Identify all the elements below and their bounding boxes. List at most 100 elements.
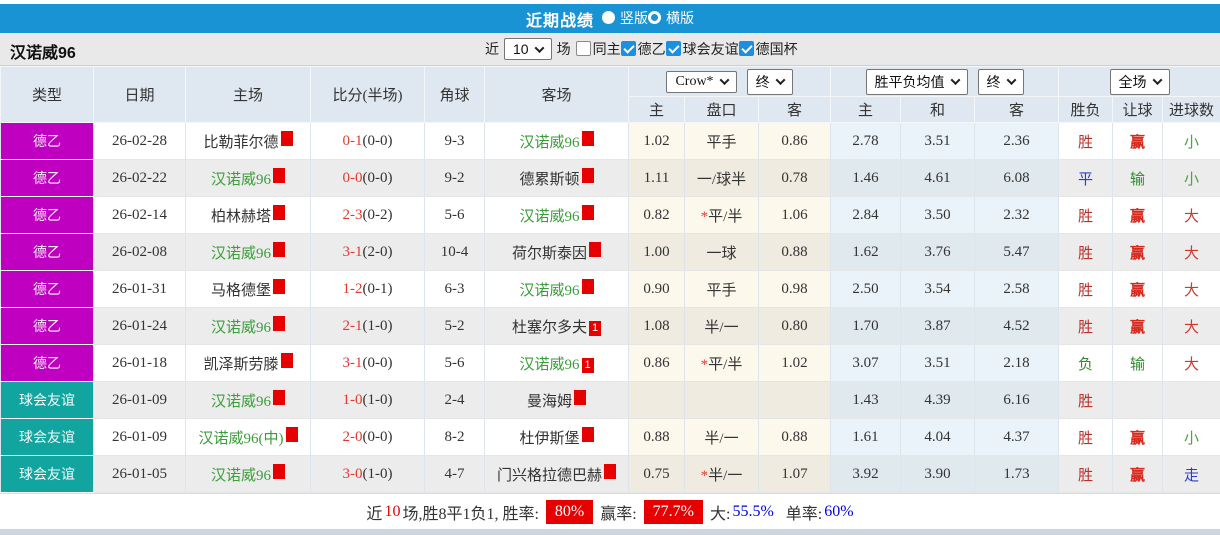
mean-draw: 4.61 — [900, 159, 975, 197]
outcome-result: 胜 — [1058, 233, 1113, 271]
checkbox-unchecked[interactable] — [575, 41, 591, 57]
match-count-select[interactable]: 10 — [504, 38, 552, 60]
sub-header-handicap-result: 让球 — [1112, 96, 1163, 123]
score-cell: 3-0(1-0) — [310, 455, 425, 493]
corner-score: 8-2 — [424, 418, 485, 456]
table-row: 德乙 26-02-28 比勒菲尔德 0-1(0-0) 9-3 汉诺威96 1.0… — [0, 122, 1220, 160]
away-team: 门兴格拉德巴赫 — [496, 467, 602, 484]
home-team: 汉诺威96 — [210, 171, 271, 188]
summary-near: 近 — [366, 505, 383, 523]
away-team-cell: 杜伊斯堡 — [484, 418, 629, 456]
away-team-cell: 门兴格拉德巴赫 — [484, 455, 629, 493]
single-rate-label: 单率: — [785, 505, 823, 523]
score-half: (0-0) — [362, 354, 393, 371]
score-cell: 2-3(0-2) — [310, 196, 425, 234]
table-row: 德乙 26-02-14 柏林赫塔 2-3(0-2) 5-6 汉诺威96 0.82… — [0, 196, 1220, 234]
score-main: 3-1 — [342, 243, 363, 260]
table-row: 球会友谊 26-01-09 汉诺威96(中) 2-0(0-0) 8-2 杜伊斯堡… — [0, 418, 1220, 456]
handicap-star: * — [700, 467, 709, 484]
home-team-cell: 汉诺威96 — [185, 307, 311, 345]
home-team-cell: 汉诺威96(中) — [185, 418, 311, 456]
odds-away: 0.88 — [758, 418, 831, 456]
checkbox-checked[interactable] — [738, 41, 754, 57]
table-row: 德乙 26-02-08 汉诺威96 3-1(2-0) 10-4 荷尔斯泰因 1.… — [0, 233, 1220, 271]
goals-result: 大 — [1161, 233, 1220, 271]
outcome-result: 胜 — [1058, 455, 1113, 493]
odds-handicap: 半/一 — [704, 319, 739, 336]
goals-result: 大 — [1161, 196, 1220, 234]
radio-icon[interactable] — [602, 11, 615, 25]
away-team: 曼海姆 — [526, 393, 572, 410]
handicap-result: 赢 — [1112, 196, 1163, 234]
corner-score: 9-2 — [424, 159, 485, 197]
view-option-label: 横版 — [666, 9, 694, 26]
match-type: 德乙 — [0, 233, 94, 271]
red-card-badge — [280, 352, 293, 368]
checkbox-checked[interactable] — [620, 41, 636, 57]
mean-draw: 4.39 — [900, 381, 975, 419]
odds-home: 1.11 — [628, 159, 685, 197]
red-card-badge: 1 — [581, 357, 594, 373]
outcome-result: 胜 — [1058, 196, 1113, 234]
scope-select[interactable]: 全场 — [1109, 68, 1170, 95]
mean-away: 2.58 — [974, 270, 1059, 308]
away-team: 杜塞尔多夫 — [511, 319, 587, 336]
score-half: (0-0) — [362, 428, 393, 445]
team-name: 汉诺威96 — [10, 45, 76, 62]
handicap-star: * — [700, 208, 709, 225]
home-team: 汉诺威96(中) — [198, 430, 284, 447]
handicap-cell — [684, 381, 759, 419]
mean-away: 2.18 — [974, 344, 1059, 382]
score-cell: 0-0(0-0) — [310, 159, 425, 197]
col-header-type: 类型 — [0, 66, 94, 123]
handicap-result — [1112, 381, 1163, 419]
mean-draw: 3.54 — [900, 270, 975, 308]
red-card-badge — [581, 130, 594, 146]
red-card-badge — [273, 463, 285, 479]
view-option-unselected[interactable]: 横版 — [648, 8, 694, 28]
big-rate-value: 55.5% — [732, 502, 774, 520]
away-team-cell: 杜塞尔多夫 1 — [484, 307, 629, 345]
odds-handicap: 半/一 — [708, 467, 743, 484]
score-cell: 1-2(0-1) — [310, 270, 425, 308]
table-row: 德乙 26-01-24 汉诺威96 2-1(1-0) 5-2 杜塞尔多夫 1 1.… — [0, 307, 1220, 345]
handicap-star: * — [700, 356, 709, 373]
mean-time-select[interactable]: 终 — [977, 68, 1024, 95]
handicap-result: 输 — [1112, 159, 1163, 197]
away-team-cell: 汉诺威96 1 — [484, 344, 629, 382]
checkbox-checked[interactable] — [665, 41, 681, 57]
outcome-result: 平 — [1058, 159, 1113, 197]
score-cell: 3-1(2-0) — [310, 233, 425, 271]
home-team: 柏林赫塔 — [210, 208, 271, 225]
table-row: 德乙 26-01-31 马格德堡 1-2(0-1) 6-3 汉诺威96 0.90… — [0, 270, 1220, 308]
handicap-result: 赢 — [1112, 233, 1163, 271]
radio-icon[interactable] — [648, 11, 661, 25]
mean-odds-select[interactable]: 胜平负均值 — [865, 68, 968, 95]
score-main: 1-0 — [342, 391, 363, 408]
match-type: 德乙 — [0, 159, 94, 197]
filter-label: 德国杯 — [755, 40, 798, 57]
home-team: 汉诺威96 — [210, 467, 271, 484]
table-row: 德乙 26-02-22 汉诺威96 0-0(0-0) 9-2 德累斯顿 1.11… — [0, 159, 1220, 197]
mean-draw: 3.87 — [900, 307, 975, 345]
outcome-result: 胜 — [1058, 418, 1113, 456]
away-team: 汉诺威96 — [519, 356, 580, 373]
odds-handicap: 一球 — [706, 245, 737, 262]
odds-away — [758, 381, 831, 419]
odds-time-select[interactable]: 终 — [746, 68, 793, 95]
matches-label: 场 — [556, 41, 571, 57]
odds-company-select[interactable]: Crow* — [666, 70, 737, 93]
handicap-cell: *平/半 — [684, 344, 759, 382]
match-type: 德乙 — [0, 122, 94, 160]
away-team-cell: 汉诺威96 — [484, 122, 629, 160]
match-type: 德乙 — [0, 307, 94, 345]
handicap-cell: *半/一 — [684, 455, 759, 493]
view-option-selected[interactable]: 竖版 — [602, 8, 648, 28]
red-card-badge — [581, 204, 594, 220]
home-team: 比勒菲尔德 — [203, 134, 279, 151]
mean-home: 2.78 — [830, 122, 901, 160]
away-team-cell: 德累斯顿 — [484, 159, 629, 197]
handicap-result: 赢 — [1112, 270, 1163, 308]
mean-home: 1.61 — [830, 418, 901, 456]
odds-group-header: Crow* 终 — [628, 66, 831, 97]
